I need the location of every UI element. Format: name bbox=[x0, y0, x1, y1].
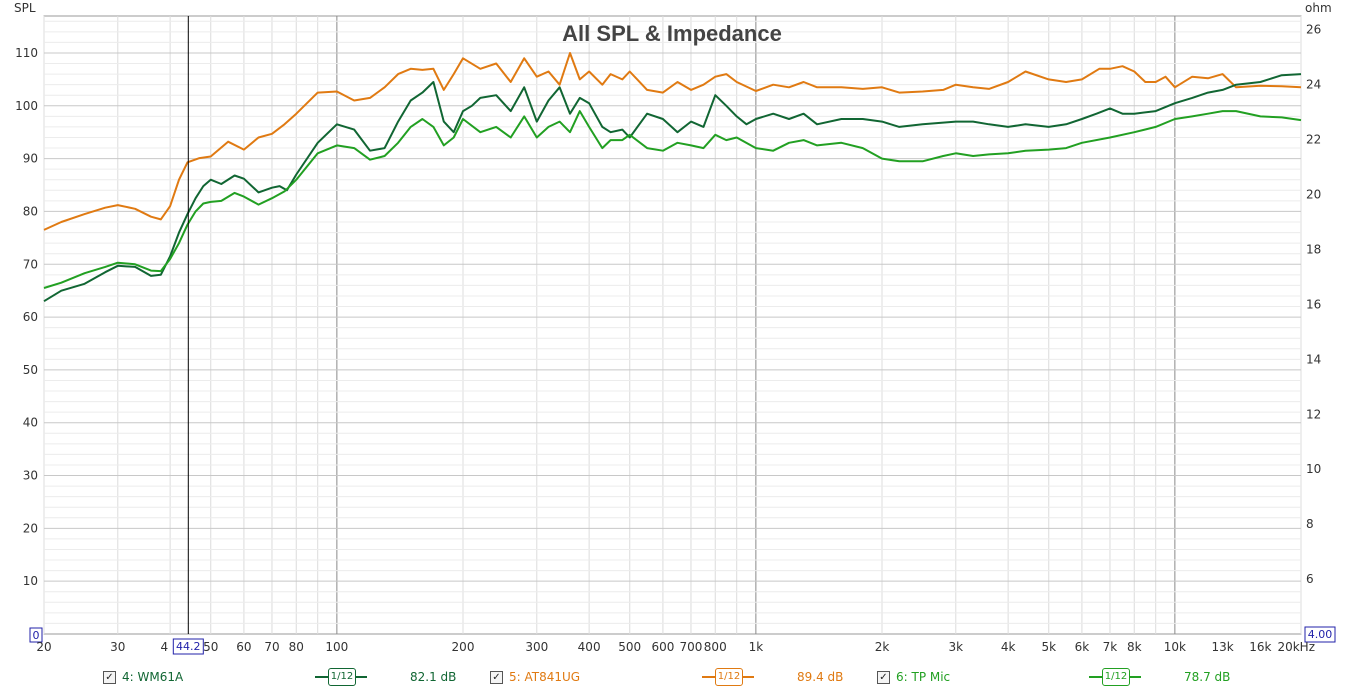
legend-label: 5: AT841UG bbox=[509, 670, 581, 684]
legend-item-wm61a[interactable]: ✓ 4: WM61A bbox=[103, 668, 183, 686]
legend-item-tp-mic[interactable]: ✓ 6: TP Mic bbox=[877, 668, 950, 686]
grid-lines bbox=[43, 16, 1302, 634]
y-tick-label: 60 bbox=[23, 310, 38, 324]
legend-bar: ✓ 4: WM61A 1/12 82.1 dB ✓ 5: AT841UG 1/1… bbox=[0, 664, 1357, 691]
x-tick-label: 4 bbox=[160, 640, 168, 654]
y2-axis-label: ohm bbox=[1305, 1, 1332, 15]
x-tick-label: 8k bbox=[1127, 640, 1142, 654]
y2-tick-label: 10 bbox=[1306, 462, 1321, 476]
y2-tick-label: 12 bbox=[1306, 407, 1321, 421]
y2-tick-label: 6 bbox=[1306, 572, 1314, 586]
x-tick-label: 70 bbox=[264, 640, 279, 654]
y-tick-label: 50 bbox=[23, 363, 38, 377]
x-tick-label: 50 bbox=[203, 640, 218, 654]
y2-tick-label: 16 bbox=[1306, 297, 1321, 311]
legend-level-at841ug: 89.4 dB bbox=[797, 670, 844, 684]
y2-tick-label: 18 bbox=[1306, 242, 1321, 256]
x-tick-label: 1k bbox=[749, 640, 764, 654]
x-tick-label: 4k bbox=[1001, 640, 1016, 654]
y2-tick-label: 24 bbox=[1306, 78, 1321, 92]
smoothing-indicator-wm61a[interactable]: 1/12 bbox=[315, 668, 367, 686]
series-line-0 bbox=[43, 52, 1302, 231]
y-axis-label: SPL bbox=[14, 1, 36, 15]
legend-checkbox[interactable]: ✓ bbox=[490, 670, 503, 684]
x-tick-label: 700 bbox=[680, 640, 703, 654]
x-tick-label: 300 bbox=[525, 640, 548, 654]
spl-chart: 44.2 0 4.00 10 20 30 40 50 60 70 80 90 100 110 6 8 10 12… bbox=[14, 1, 1336, 655]
y2-tick-label: 8 bbox=[1306, 517, 1314, 531]
y2-tick-label: 20 bbox=[1306, 188, 1321, 202]
x-tick-label: 13k bbox=[1212, 640, 1234, 654]
x-tick-label: 7k bbox=[1103, 640, 1118, 654]
legend-level-wm61a: 82.1 dB bbox=[410, 670, 457, 684]
smoothing-indicator-tp-mic[interactable]: 1/12 bbox=[1089, 668, 1141, 686]
y2-tick-label: 22 bbox=[1306, 133, 1321, 147]
smoothing-label: 1/12 bbox=[715, 668, 743, 686]
series-line-1 bbox=[43, 73, 1302, 303]
y-tick-label: 90 bbox=[23, 152, 38, 166]
smoothing-indicator-at841ug[interactable]: 1/12 bbox=[702, 668, 754, 686]
x-tick-label: 6k bbox=[1075, 640, 1090, 654]
x-tick-label: 3k bbox=[948, 640, 963, 654]
cursor-x-box bbox=[172, 638, 204, 655]
y-tick-label: 40 bbox=[23, 416, 38, 430]
legend-level-tp-mic: 78.7 dB bbox=[1184, 670, 1231, 684]
y2-tick-label: 14 bbox=[1306, 352, 1321, 366]
legend-label: 4: WM61A bbox=[122, 670, 184, 684]
y-tick-label: 20 bbox=[23, 521, 38, 535]
cursor[interactable]: 44.2 0 4.00 bbox=[29, 16, 1336, 655]
cursor-y2-label: 4.00 bbox=[1308, 628, 1333, 641]
x-tick-label: 800 bbox=[704, 640, 727, 654]
chart-title: All SPL & Impedance bbox=[562, 21, 782, 46]
x-tick-label: 10k bbox=[1164, 640, 1186, 654]
smoothing-label: 1/12 bbox=[328, 668, 356, 686]
x-tick-label: 60 bbox=[236, 640, 251, 654]
cursor-y-box bbox=[29, 627, 43, 643]
y2-tick-label: 26 bbox=[1306, 23, 1321, 37]
y-tick-label: 100 bbox=[15, 99, 38, 113]
x-tick-label: 20 bbox=[36, 640, 51, 654]
cursor-y-label: 0 bbox=[33, 629, 40, 642]
x-tick-label: 600 bbox=[651, 640, 674, 654]
y-tick-label: 70 bbox=[23, 257, 38, 271]
x-tick-label: 80 bbox=[289, 640, 304, 654]
y-tick-label: 110 bbox=[15, 46, 38, 60]
legend-item-at841ug[interactable]: ✓ 5: AT841UG bbox=[490, 668, 580, 686]
legend-checkbox[interactable]: ✓ bbox=[877, 670, 890, 684]
x-tick-label: 100 bbox=[325, 640, 348, 654]
cursor-x-label: 44.2 bbox=[176, 640, 201, 653]
x-tick-label: 20kHz bbox=[1277, 640, 1315, 654]
x-tick-label: 16k bbox=[1249, 640, 1271, 654]
x-tick-label: 5k bbox=[1041, 640, 1056, 654]
y-tick-label: 80 bbox=[23, 204, 38, 218]
x-tick-label: 400 bbox=[578, 640, 601, 654]
series-line-2 bbox=[43, 110, 1302, 289]
x-tick-label: 500 bbox=[618, 640, 641, 654]
y-tick-label: 10 bbox=[23, 574, 38, 588]
smoothing-label: 1/12 bbox=[1102, 668, 1130, 686]
series-layer bbox=[43, 52, 1302, 303]
x-tick-label: 200 bbox=[452, 640, 475, 654]
legend-checkbox[interactable]: ✓ bbox=[103, 670, 116, 684]
cursor-y2-box bbox=[1304, 626, 1336, 643]
x-tick-label: 30 bbox=[110, 640, 125, 654]
legend-label: 6: TP Mic bbox=[896, 670, 951, 684]
y-tick-label: 30 bbox=[23, 469, 38, 483]
tick-labels: 1020304050607080901001106810121416182022… bbox=[15, 23, 1321, 654]
x-tick-label: 2k bbox=[875, 640, 890, 654]
